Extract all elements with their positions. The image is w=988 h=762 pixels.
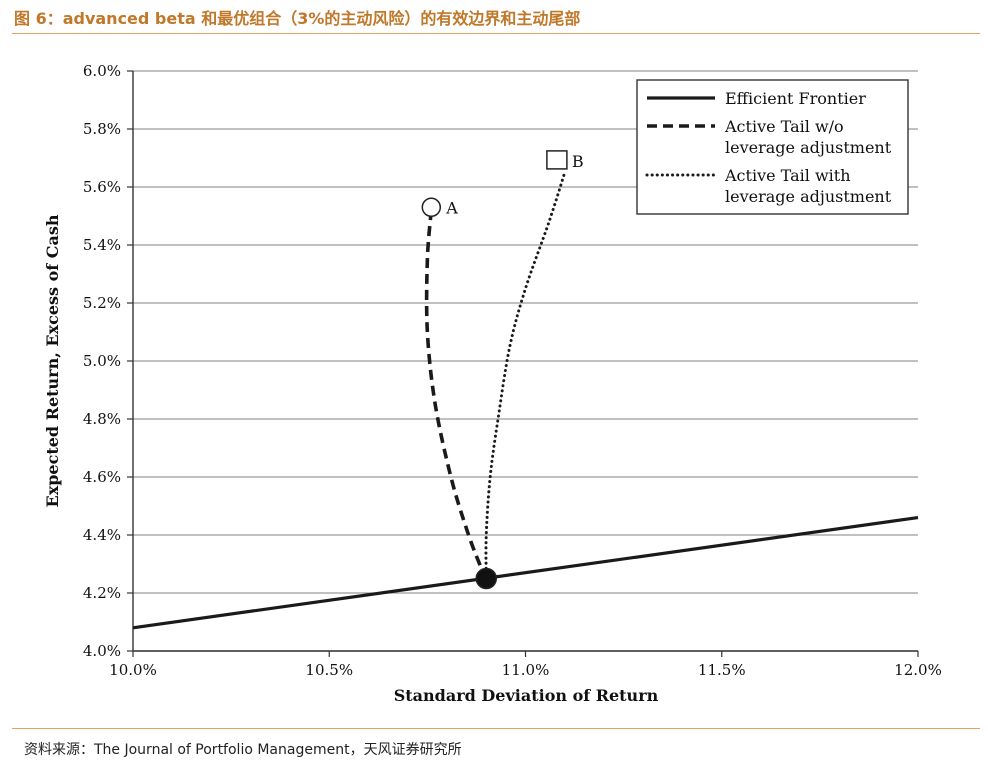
legend-box [636, 79, 909, 215]
series-lines [132, 171, 919, 630]
point-label: B [572, 152, 584, 171]
legend-label: Active Tail with leverage adjustment [724, 166, 892, 206]
legend: Efficient Frontier Active Tail w/o leverag… [636, 79, 909, 215]
y-tick-label: 4.8% [83, 410, 121, 428]
y-tick-label: 4.2% [83, 584, 121, 602]
x-tick-label: 11.5% [698, 661, 746, 679]
y-tick-label: 5.0% [83, 352, 121, 370]
series-line-dotted [484, 171, 567, 580]
y-tick-label: 4.4% [83, 526, 121, 544]
y-tick-label: 5.4% [83, 236, 121, 254]
axes: 4.0% 4.2% 4.4% 4.6% 4.8% 5.0% 5.2% 5.4% 5.6% 5.8%… [83, 62, 942, 679]
y-tick-label: 5.6% [83, 178, 121, 196]
chart: 4.0% 4.2% 4.4% 4.6% 4.8% 5.0% 5.2% 5.4% 5.6% 5.8%… [43, 62, 942, 705]
x-axis-title: Standard Deviation of Return [394, 686, 659, 705]
point-b-marker [546, 150, 568, 170]
series-line-dashed [424, 210, 488, 580]
point-label: A [445, 198, 458, 217]
y-tick-label: 5.8% [83, 120, 121, 138]
y-axis-title: Expected Return, Excess of Cash [43, 214, 62, 507]
point-markers: AB [421, 150, 584, 590]
x-tick-label: 12.0% [894, 661, 942, 679]
point-a-marker [421, 197, 442, 218]
source-note: 资料来源：The Journal of Portfolio Management… [24, 742, 462, 758]
y-tick-label: 5.2% [83, 294, 121, 312]
series-line-solid [132, 516, 919, 630]
y-tick-label: 6.0% [83, 62, 121, 80]
y-tick-label: 4.0% [83, 642, 121, 660]
x-tick-label: 11.0% [502, 661, 550, 679]
page-title: 图 6：advanced beta 和最优组合（3%的主动风险）的有效边界和主动… [14, 9, 581, 28]
tangency-point-marker [475, 567, 497, 590]
footer-divider [12, 728, 980, 729]
y-tick-label: 4.6% [83, 468, 121, 486]
x-tick-label: 10.5% [305, 661, 353, 679]
legend-label: Active Tail w/o leverage adjustment [724, 117, 892, 157]
title-divider [12, 33, 980, 34]
legend-label: Efficient Frontier [725, 89, 866, 108]
x-tick-label: 10.0% [109, 661, 157, 679]
